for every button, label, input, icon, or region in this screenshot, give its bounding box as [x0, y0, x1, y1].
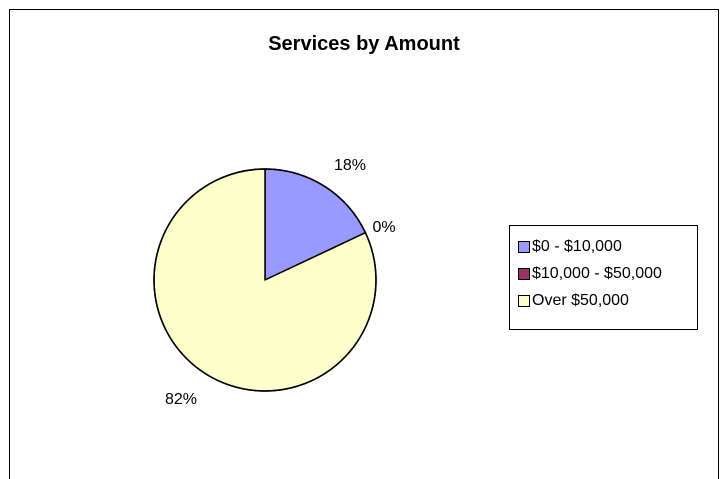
legend-label-1: $10,000 - $50,000: [532, 265, 662, 282]
pie-outline: [153, 168, 377, 392]
data-label-0: 18%: [334, 157, 366, 174]
chart-title: Services by Amount: [268, 33, 460, 55]
legend-label-0: $0 - $10,000: [532, 238, 622, 255]
legend-item-1: $10,000 - $50,000: [510, 260, 697, 287]
legend-swatch-0: [518, 241, 530, 253]
legend-label-2: Over $50,000: [532, 292, 629, 309]
data-label-1: 0%: [372, 219, 395, 236]
chart-area: [9, 9, 719, 479]
data-label-2: 82%: [165, 391, 197, 408]
legend: $0 - $10,000 $10,000 - $50,000 Over $50,…: [509, 225, 698, 330]
legend-item-2: Over $50,000: [510, 287, 697, 314]
legend-swatch-2: [518, 295, 530, 307]
legend-item-0: $0 - $10,000: [510, 233, 697, 260]
legend-swatch-1: [518, 268, 530, 280]
